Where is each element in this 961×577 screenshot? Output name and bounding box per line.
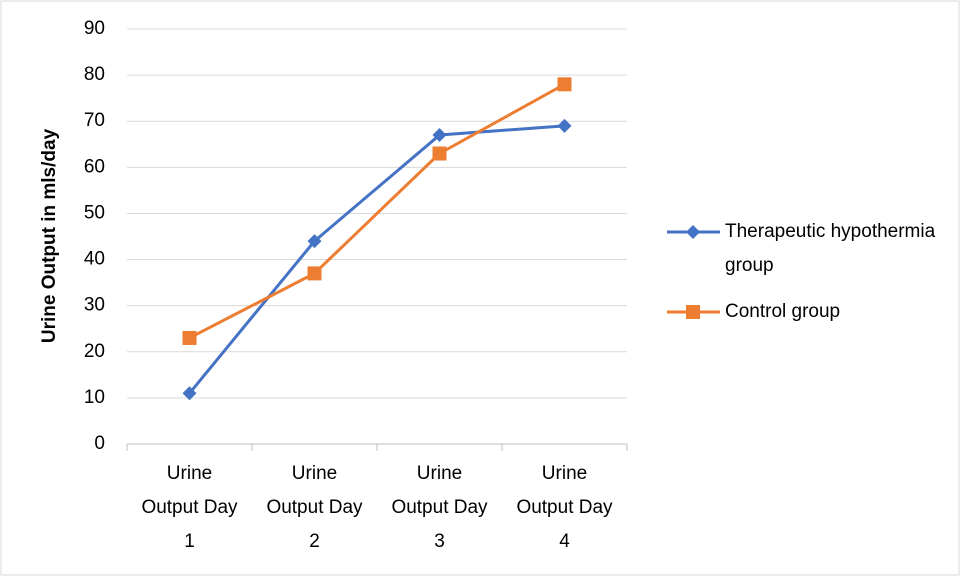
series-line bbox=[188, 83, 566, 340]
y-tick-label: 0 bbox=[94, 433, 105, 454]
y-tick-label: 30 bbox=[84, 295, 105, 316]
y-tick-label: 70 bbox=[84, 110, 105, 131]
marker bbox=[686, 225, 700, 239]
legend-label: Control group bbox=[725, 301, 841, 322]
marker bbox=[557, 77, 572, 92]
marker bbox=[307, 234, 322, 249]
y-tick-label: 20 bbox=[84, 341, 105, 362]
x-tick-label: Urine Output Day 2 bbox=[266, 463, 363, 552]
y-tick-label: 60 bbox=[84, 156, 105, 177]
marker bbox=[307, 266, 322, 281]
y-tick-label: 10 bbox=[84, 387, 105, 408]
y-tick-label: 40 bbox=[84, 249, 105, 270]
x-tick-label: Urine Output Day 4 bbox=[516, 463, 613, 552]
marker bbox=[182, 330, 197, 345]
legend-label: Therapeutic hypothermia group bbox=[725, 221, 936, 276]
x-tick-label: Urine Output Day 3 bbox=[391, 463, 488, 552]
marker bbox=[686, 305, 700, 319]
y-tick-label: 80 bbox=[84, 64, 105, 85]
marker bbox=[432, 128, 447, 143]
series-line bbox=[188, 124, 565, 395]
marker bbox=[557, 118, 572, 133]
y-axis-label: Urine Output in mls/day bbox=[39, 128, 60, 343]
marker bbox=[432, 146, 447, 161]
y-tick-label: 50 bbox=[84, 202, 105, 223]
y-tick-label: 90 bbox=[84, 18, 105, 39]
marker bbox=[182, 386, 197, 401]
x-tick-label: Urine Output Day 1 bbox=[141, 463, 238, 552]
